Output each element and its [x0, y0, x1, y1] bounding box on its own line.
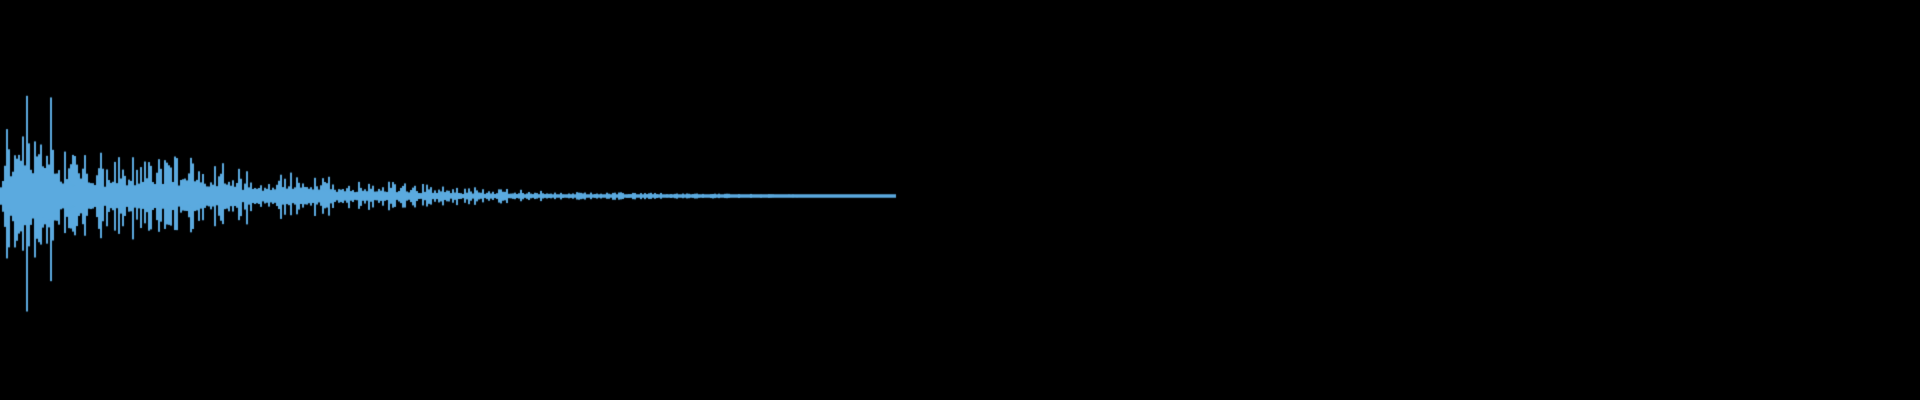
audio-waveform-display[interactable]	[0, 0, 1920, 400]
waveform-canvas[interactable]	[0, 0, 1920, 400]
